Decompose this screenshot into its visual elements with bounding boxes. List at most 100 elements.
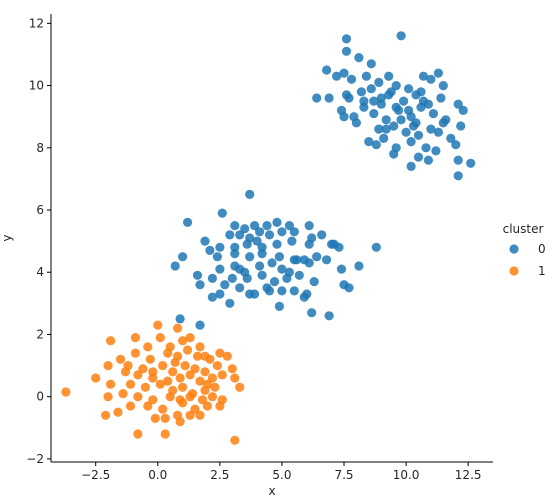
cluster-0-point — [302, 289, 312, 299]
cluster-1-point — [163, 376, 173, 386]
cluster-0-point — [240, 224, 250, 234]
cluster-0-point — [255, 261, 265, 271]
cluster-0-point — [366, 59, 376, 69]
cluster-1-point — [143, 401, 153, 411]
cluster-1-point — [103, 361, 113, 371]
cluster-0-point — [307, 308, 317, 318]
cluster-0-point — [423, 155, 433, 165]
y-tick-label: 12 — [29, 16, 44, 30]
cluster-0-point — [451, 140, 461, 150]
cluster-1-point — [178, 336, 188, 346]
cluster-0-point — [250, 221, 260, 231]
x-tick-label: 0.0 — [148, 468, 167, 482]
cluster-0-point — [446, 133, 456, 143]
x-tick-label: −2.5 — [81, 468, 110, 482]
cluster-0-point — [192, 270, 203, 280]
cluster-0-point — [175, 314, 185, 324]
cluster-0-point — [396, 31, 406, 41]
cluster-0-point — [381, 115, 391, 125]
cluster-0-point — [284, 221, 294, 231]
cluster-1-point — [133, 429, 143, 439]
cluster-0-point — [431, 146, 441, 156]
cluster-0-point — [418, 96, 429, 106]
cluster-0-point — [322, 65, 332, 75]
cluster-0-point — [324, 311, 334, 321]
cluster-1-point — [190, 364, 200, 374]
cluster-1-point — [195, 410, 205, 420]
cluster-1-point — [170, 357, 180, 367]
cluster-0-point — [242, 273, 252, 283]
cluster-1-point — [148, 367, 158, 377]
cluster-0-point — [351, 118, 361, 128]
cluster-1-point — [235, 382, 245, 392]
cluster-0-point — [304, 258, 314, 268]
cluster-1-point — [143, 342, 153, 352]
cluster-0-point — [262, 221, 272, 231]
cluster-1-point — [61, 387, 71, 397]
cluster-0-point — [312, 252, 322, 262]
cluster-0-point — [272, 239, 282, 249]
x-tick-label: 10.0 — [393, 468, 420, 482]
cluster-0-point — [225, 298, 235, 308]
cluster-0-point — [436, 93, 446, 103]
cluster-0-point — [215, 289, 225, 299]
cluster-0-point — [411, 90, 421, 100]
cluster-1-point — [227, 364, 237, 374]
cluster-0-point — [277, 286, 287, 296]
cluster-0-point — [433, 68, 443, 78]
cluster-1-point — [222, 351, 232, 361]
cluster-0-point — [252, 236, 262, 246]
legend: cluster 0 1 — [503, 222, 546, 278]
cluster-0-point — [339, 68, 349, 78]
cluster-0-point — [384, 90, 394, 100]
cluster-0-point — [215, 264, 225, 274]
y-tick-label: −2 — [26, 452, 44, 466]
cluster-1-point — [150, 413, 160, 423]
cluster-1-point — [91, 373, 101, 383]
cluster-0-point — [205, 245, 215, 255]
cluster-0-point — [170, 261, 180, 271]
cluster-1-point — [115, 354, 126, 364]
y-tick-label: 8 — [36, 141, 44, 155]
cluster-0-point — [406, 137, 416, 147]
cluster-1-point — [217, 370, 227, 380]
cluster-0-point — [304, 221, 314, 231]
cluster-0-point — [433, 127, 443, 137]
cluster-0-point — [282, 273, 292, 283]
cluster-1-point — [103, 392, 113, 402]
cluster-0-point — [220, 280, 230, 290]
cluster-0-point — [438, 81, 448, 91]
cluster-0-point — [418, 71, 429, 81]
cluster-0-point — [346, 74, 357, 84]
cluster-0-point — [384, 71, 394, 81]
x-tick-label: 2.5 — [210, 468, 229, 482]
cluster-1-point — [148, 395, 158, 405]
cluster-0-point — [235, 283, 245, 293]
cluster-0-point — [272, 217, 282, 227]
cluster-0-point — [217, 208, 227, 218]
cluster-0-point — [235, 264, 245, 274]
cluster-0-point — [235, 230, 245, 240]
cluster-0-point — [366, 84, 376, 94]
cluster-1-point — [140, 382, 150, 392]
legend-label-0: 0 — [538, 242, 546, 256]
cluster-0-point — [257, 270, 267, 280]
cluster-1-point — [153, 320, 163, 330]
legend-label-1: 1 — [538, 264, 546, 278]
cluster-1-point — [133, 370, 143, 380]
cluster-1-point — [195, 376, 205, 386]
cluster-1-point — [113, 407, 123, 417]
cluster-0-point — [312, 93, 322, 103]
cluster-0-point — [421, 143, 431, 153]
cluster-0-point — [344, 283, 354, 293]
cluster-0-point — [453, 171, 463, 181]
cluster-0-point — [309, 277, 319, 287]
cluster-0-point — [379, 133, 389, 143]
cluster-1-point — [207, 392, 217, 402]
cluster-0-point — [458, 105, 468, 115]
cluster-0-point — [391, 81, 401, 91]
cluster-0-point — [195, 320, 205, 330]
cluster-1-point — [230, 373, 240, 383]
cluster-1-point — [215, 401, 225, 411]
cluster-0-point — [371, 242, 381, 252]
